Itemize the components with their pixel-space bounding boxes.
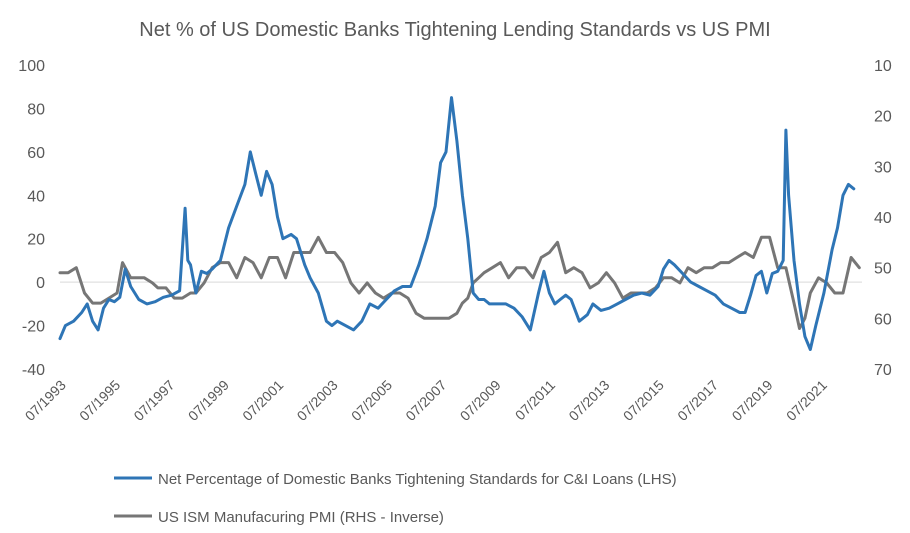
series-layer (58, 96, 861, 351)
x-tick-label: 07/2007 (402, 377, 449, 424)
x-tick-label: 07/1993 (22, 377, 69, 424)
legend-label-lending: Net Percentage of Domestic Banks Tighten… (158, 471, 677, 488)
left-tick-label: 20 (27, 232, 45, 249)
x-tick-label: 07/2003 (294, 377, 341, 424)
x-tick-label: 07/2005 (348, 377, 395, 424)
right-tick-label: 70 (874, 362, 892, 379)
right-tick-label: 30 (874, 159, 892, 176)
left-tick-label: 80 (27, 101, 45, 118)
left-tick-label: 100 (18, 58, 45, 75)
series-line-ism-pmi (58, 235, 861, 330)
x-tick-label: 07/1999 (185, 377, 232, 424)
left-tick-label: -20 (22, 319, 45, 336)
x-tick-label: 07/2011 (512, 377, 559, 424)
right-tick-label: 40 (874, 210, 892, 227)
legend-label-pmi: US ISM Manufacuring PMI (RHS - Inverse) (158, 509, 444, 526)
x-tick-label: 07/2013 (565, 377, 612, 424)
left-tick-label: 0 (36, 275, 45, 292)
left-tick-label: 60 (27, 145, 45, 162)
x-tick-label: 07/2009 (457, 377, 504, 424)
x-axis-ticks: 07/1993 07/1995 07/1997 07/1999 07/2001 07/20… (22, 377, 830, 424)
legend: Net Percentage of Domestic Banks Tighten… (114, 471, 677, 526)
x-tick-label: 07/2019 (729, 377, 776, 424)
series-line-lending-standards (58, 96, 856, 351)
left-tick-label: 40 (27, 188, 45, 205)
x-tick-label: 07/2015 (620, 377, 667, 424)
left-axis-ticks: -40 -20 0 20 40 60 80 100 (18, 58, 45, 379)
x-tick-label: 07/1995 (76, 377, 123, 424)
x-tick-label: 07/1997 (130, 377, 177, 424)
right-tick-label: 20 (874, 109, 892, 126)
x-tick-label: 07/2021 (783, 377, 830, 424)
right-tick-label: 10 (874, 58, 892, 75)
left-tick-label: -40 (22, 362, 45, 379)
chart-title: Net % of US Domestic Banks Tightening Le… (139, 19, 770, 41)
x-tick-label: 07/2017 (674, 377, 721, 424)
right-tick-label: 60 (874, 311, 892, 328)
right-axis-ticks: 10 20 30 40 50 60 70 (874, 58, 892, 379)
x-tick-label: 07/2001 (239, 377, 286, 424)
right-tick-label: 50 (874, 261, 892, 278)
